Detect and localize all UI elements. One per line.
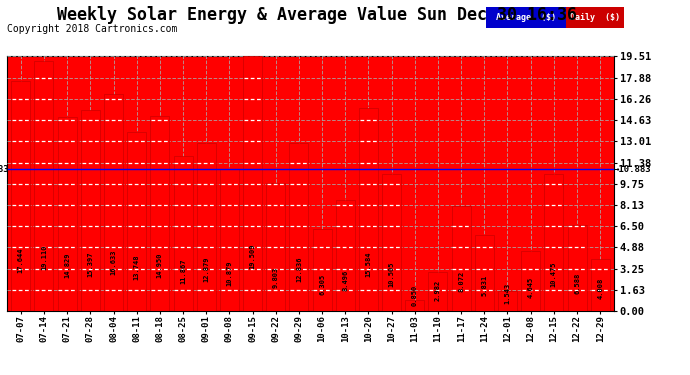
- Text: →10.883: →10.883: [614, 165, 652, 174]
- Bar: [81, 110, 100, 311]
- Text: 17.644: 17.644: [18, 247, 24, 273]
- Bar: [428, 272, 448, 311]
- Text: 10.505: 10.505: [388, 261, 395, 287]
- Text: 2.982: 2.982: [435, 280, 441, 302]
- Bar: [544, 174, 563, 311]
- Text: 5.831: 5.831: [482, 274, 487, 296]
- Bar: [382, 174, 401, 311]
- Text: 0.850: 0.850: [412, 284, 417, 306]
- Text: 6.305: 6.305: [319, 274, 325, 295]
- Text: 15.584: 15.584: [366, 251, 371, 277]
- Bar: [313, 229, 332, 311]
- Text: 13.748: 13.748: [134, 255, 139, 280]
- Bar: [289, 144, 308, 311]
- Bar: [127, 132, 146, 311]
- Text: 8.072: 8.072: [458, 270, 464, 291]
- Text: 12.836: 12.836: [296, 256, 302, 282]
- Bar: [521, 251, 540, 311]
- Bar: [58, 117, 77, 311]
- Text: 9.803: 9.803: [273, 267, 279, 288]
- Bar: [452, 206, 471, 311]
- Bar: [34, 62, 54, 311]
- Text: 14.950: 14.950: [157, 252, 163, 278]
- Text: 19.110: 19.110: [41, 244, 47, 270]
- Bar: [405, 300, 424, 311]
- Bar: [475, 235, 494, 311]
- Text: 11.867: 11.867: [180, 259, 186, 284]
- Text: 4.645: 4.645: [528, 277, 533, 298]
- Bar: [359, 108, 378, 311]
- Text: 8.496: 8.496: [342, 269, 348, 291]
- Bar: [591, 259, 610, 311]
- Bar: [197, 143, 216, 311]
- Bar: [498, 291, 517, 311]
- Text: 10.879: 10.879: [226, 261, 233, 286]
- Bar: [11, 81, 30, 311]
- Bar: [150, 116, 169, 311]
- Text: Weekly Solar Energy & Average Value Sun Dec 30 16:36: Weekly Solar Energy & Average Value Sun …: [57, 6, 578, 24]
- Bar: [104, 94, 123, 311]
- Text: Copyright 2018 Cartronics.com: Copyright 2018 Cartronics.com: [7, 24, 177, 34]
- Text: 10.475: 10.475: [551, 261, 557, 287]
- Text: 16.633: 16.633: [110, 249, 117, 275]
- Text: Daily  ($): Daily ($): [570, 13, 620, 22]
- Bar: [336, 200, 355, 311]
- Text: 12.879: 12.879: [204, 256, 209, 282]
- Text: Average  ($): Average ($): [496, 13, 556, 22]
- Text: 15.397: 15.397: [88, 252, 93, 277]
- Text: 19.509: 19.509: [250, 244, 255, 269]
- Text: 4.008: 4.008: [597, 278, 603, 300]
- Bar: [266, 183, 285, 311]
- Bar: [220, 169, 239, 311]
- Bar: [567, 225, 586, 311]
- Text: 6.588: 6.588: [574, 273, 580, 294]
- Text: 14.829: 14.829: [64, 253, 70, 278]
- Bar: [243, 56, 262, 311]
- Text: 1.543: 1.543: [504, 283, 511, 304]
- Bar: [173, 156, 193, 311]
- Text: ←10.883: ←10.883: [0, 165, 9, 174]
